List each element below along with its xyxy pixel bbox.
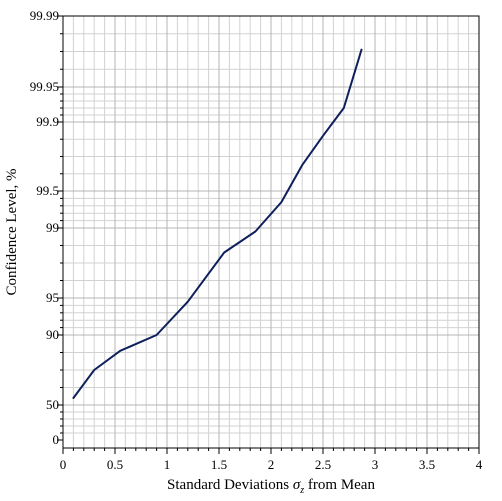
y-tick-label: 99.5	[36, 183, 59, 198]
y-tick-label: 99.95	[30, 79, 59, 94]
y-tick-label: 99.9	[36, 114, 59, 129]
y-tick-label: 99	[46, 220, 59, 235]
x-tick-label: 0	[60, 457, 67, 472]
y-tick-label: 90	[46, 327, 59, 342]
x-tick-label: 3	[372, 457, 379, 472]
y-axis-title: Confidence Level, %	[4, 168, 20, 295]
axis-ticks	[57, 15, 480, 454]
x-axis-title-prefix: Standard Deviations	[167, 477, 293, 493]
y-tick-label: 0	[53, 432, 60, 447]
x-tick-label: 1.5	[211, 457, 227, 472]
minor-grid	[63, 16, 479, 448]
y-tick-label: 95	[46, 290, 59, 305]
x-tick-label: 0.5	[107, 457, 123, 472]
x-axis-title: Standard Deviations σz from Mean	[167, 477, 375, 496]
confidence-curve	[72, 48, 363, 399]
x-tick-label: 4	[476, 457, 483, 472]
x-tick-label: 2.5	[315, 457, 331, 472]
x-axis-title-suffix: from Mean	[304, 477, 375, 493]
x-axis-title-sigma: σ	[293, 477, 301, 493]
x-axis-title-subscript: z	[299, 485, 304, 496]
series-layer	[72, 48, 363, 399]
x-tick-label: 1	[164, 457, 171, 472]
x-tick-label: 3.5	[419, 457, 435, 472]
y-tick-label: 99.99	[30, 8, 59, 23]
x-tick-label: 2	[268, 457, 275, 472]
x-tick-labels: 0 0.5 1 1.5 2 2.5 3 3.5 4	[60, 457, 483, 472]
y-tick-labels: 0 50 90 95 99 99.5 99.9 99.95 99.99	[30, 8, 59, 447]
major-grid	[63, 16, 479, 448]
y-tick-label: 50	[46, 397, 59, 412]
